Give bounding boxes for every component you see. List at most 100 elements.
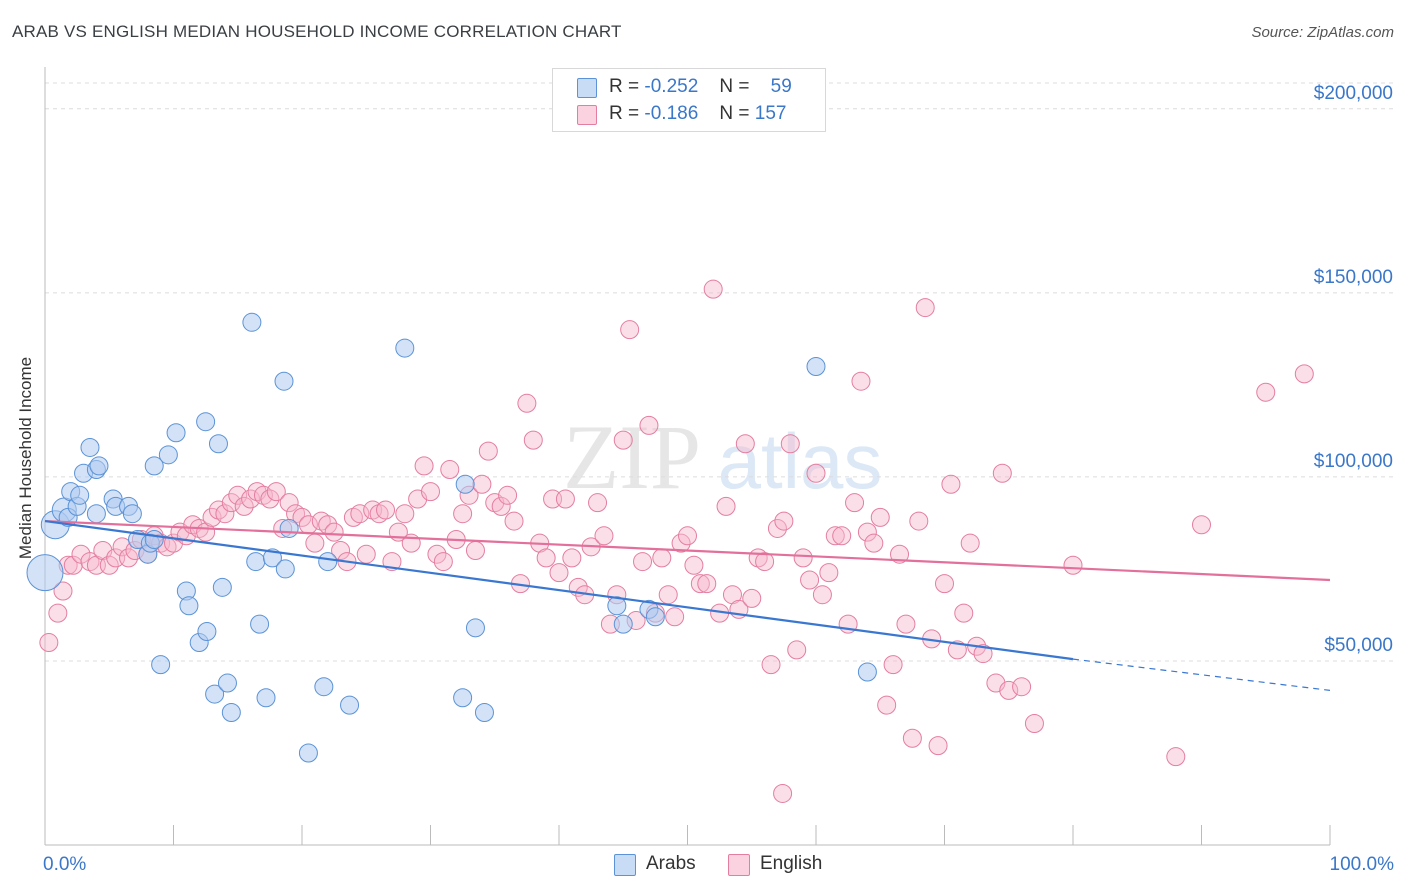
arab-point: [274, 371, 294, 391]
english-point: [909, 511, 929, 531]
arab-point: [256, 688, 276, 708]
english-point: [99, 555, 119, 575]
english-point: [825, 526, 845, 546]
english-point: [523, 430, 543, 450]
english-point: [819, 563, 839, 583]
legend-swatch-arabs: [577, 78, 597, 98]
english-point: [279, 493, 299, 513]
english-series: [39, 279, 1314, 803]
arab-trend-extension: [1072, 658, 1331, 691]
english-point: [453, 504, 473, 524]
y-tick-label: $200,000: [1314, 83, 1393, 104]
english-point: [119, 548, 139, 568]
arab-point: [474, 702, 494, 722]
arab-point: [262, 548, 282, 568]
arab-point: [806, 356, 826, 376]
bottom-legend-swatch-english: [728, 854, 750, 876]
english-point: [112, 537, 132, 557]
bottom-legend-label-arabs: Arabs: [646, 853, 696, 874]
english-point: [851, 371, 871, 391]
y-tick-labels: $50,000 $100,000 $150,000 $200,000: [1314, 83, 1393, 656]
english-point: [562, 548, 582, 568]
english-point: [331, 541, 351, 561]
legend-r-value-english: -0.186: [644, 103, 699, 124]
arab-point: [645, 607, 665, 627]
english-point: [613, 430, 633, 450]
legend-n-value-english: 157: [754, 103, 787, 124]
arab-point: [242, 312, 262, 332]
english-point: [633, 552, 653, 572]
y-tick-label: $50,000: [1324, 635, 1393, 656]
english-point: [793, 548, 813, 568]
legend-label-english: R = -0.186 N = 157: [609, 103, 786, 125]
english-point: [1294, 364, 1314, 384]
english-point: [890, 544, 910, 564]
english-point: [465, 541, 485, 561]
english-point: [440, 460, 460, 480]
english-point: [761, 655, 781, 675]
source-note: Source: ZipAtlas.com: [1251, 24, 1394, 41]
english-point: [652, 548, 672, 568]
english-point: [857, 522, 877, 542]
english-point: [260, 489, 280, 509]
english-point: [555, 489, 575, 509]
arab-point: [217, 673, 237, 693]
english-point: [767, 518, 787, 538]
english-point: [1192, 515, 1211, 535]
english-point: [864, 533, 884, 553]
english-point: [800, 570, 820, 590]
english-point: [588, 493, 608, 513]
english-trend-line: [44, 519, 1331, 582]
english-point: [883, 655, 903, 675]
arab-point: [221, 702, 241, 722]
arab-point: [80, 437, 100, 457]
arabs-series: [26, 312, 877, 763]
arab-point: [122, 504, 142, 524]
arab-point: [318, 552, 338, 572]
english-point: [684, 555, 704, 575]
english-point: [594, 526, 614, 546]
english-point: [202, 507, 222, 527]
arab-point: [613, 614, 633, 634]
arab-point: [158, 445, 178, 465]
english-point: [935, 574, 954, 594]
english-point: [774, 511, 794, 531]
arab-point: [250, 614, 270, 634]
english-point: [421, 482, 440, 502]
english-point: [877, 695, 897, 715]
english-point: [1063, 555, 1083, 575]
arab-point: [246, 552, 266, 572]
legend-r-label: R =: [609, 76, 640, 97]
english-point: [755, 552, 775, 572]
english-point: [845, 493, 865, 513]
english-point: [960, 533, 980, 553]
y-tick-label: $100,000: [1314, 451, 1393, 472]
trend-lines: [44, 519, 1331, 691]
english-point: [549, 563, 569, 583]
english-point: [427, 544, 447, 564]
bottom-legend-swatch-arabs: [614, 854, 636, 876]
english-point: [498, 485, 518, 505]
english-point: [671, 533, 691, 553]
legend-swatch-english: [577, 105, 597, 125]
english-point: [902, 728, 922, 748]
english-point: [658, 585, 678, 605]
legend-r-value-arabs: -0.252: [644, 76, 699, 97]
arab-point: [166, 423, 186, 443]
bottom-legend-label-english: English: [760, 853, 823, 874]
english-point: [517, 393, 537, 413]
english-point: [1024, 714, 1044, 734]
arab-point: [340, 695, 360, 715]
english-point: [780, 434, 800, 454]
english-point: [787, 640, 807, 660]
arab-point: [86, 504, 106, 524]
english-point: [928, 736, 948, 756]
legend-n-label: N =: [719, 76, 750, 97]
english-point: [80, 552, 100, 572]
arab-point: [275, 559, 295, 579]
english-point: [999, 680, 1019, 700]
english-point: [221, 493, 241, 513]
english-point: [266, 482, 286, 502]
watermark-atlas: atlas: [718, 417, 883, 505]
